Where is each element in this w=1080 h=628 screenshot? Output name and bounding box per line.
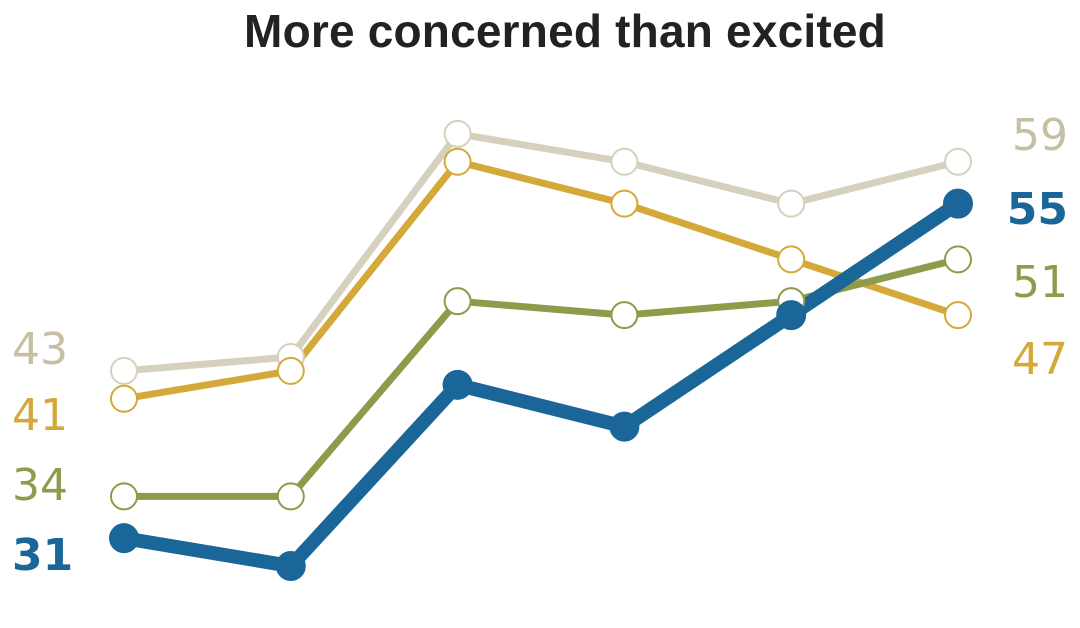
series-4-point-5 <box>776 300 807 331</box>
series-4-point-4 <box>609 411 640 442</box>
series-3-point-6 <box>944 245 972 274</box>
series-1-start-label: 43 <box>12 324 68 375</box>
series-4-point-2 <box>275 551 306 582</box>
series-2-start-label: 41 <box>12 390 68 441</box>
series-4-end-label: 55 <box>1007 184 1068 235</box>
series-2-point-6 <box>944 301 972 330</box>
series-3-point-3 <box>443 287 472 316</box>
series-line-4 <box>117 196 965 574</box>
series-4-point-1 <box>109 523 139 554</box>
series-4-point-6 <box>943 188 973 219</box>
series-2-point-2 <box>276 356 305 385</box>
series-1-point-3 <box>443 119 472 148</box>
series-3-point-4 <box>610 301 639 330</box>
series-2-end-label: 47 <box>1012 334 1068 385</box>
series-line-2 <box>120 158 962 403</box>
series-1-end-label: 59 <box>1012 110 1068 161</box>
series-2-point-4 <box>610 189 639 218</box>
series-3-end-label: 51 <box>1012 257 1068 308</box>
series-3-point-2 <box>276 482 305 511</box>
series-4-point-3 <box>442 369 473 400</box>
series-1-point-1 <box>110 356 138 385</box>
chart-title: More concerned than excited <box>244 5 886 57</box>
series-1-point-5 <box>777 189 806 218</box>
series-2-point-1 <box>110 384 138 413</box>
series-2-point-3 <box>443 147 472 176</box>
series-points <box>109 119 973 582</box>
series-1-point-4 <box>610 147 639 176</box>
series-3-point-1 <box>110 482 138 511</box>
series-labels: 43 59 41 47 34 51 31 55 <box>12 110 1068 581</box>
series-2-point-5 <box>777 245 806 274</box>
series-1-point-6 <box>944 147 972 176</box>
series-3-start-label: 34 <box>12 460 68 511</box>
series-4-start-label: 31 <box>12 530 73 581</box>
series-line-1 <box>120 130 962 375</box>
series-lines <box>117 130 965 574</box>
